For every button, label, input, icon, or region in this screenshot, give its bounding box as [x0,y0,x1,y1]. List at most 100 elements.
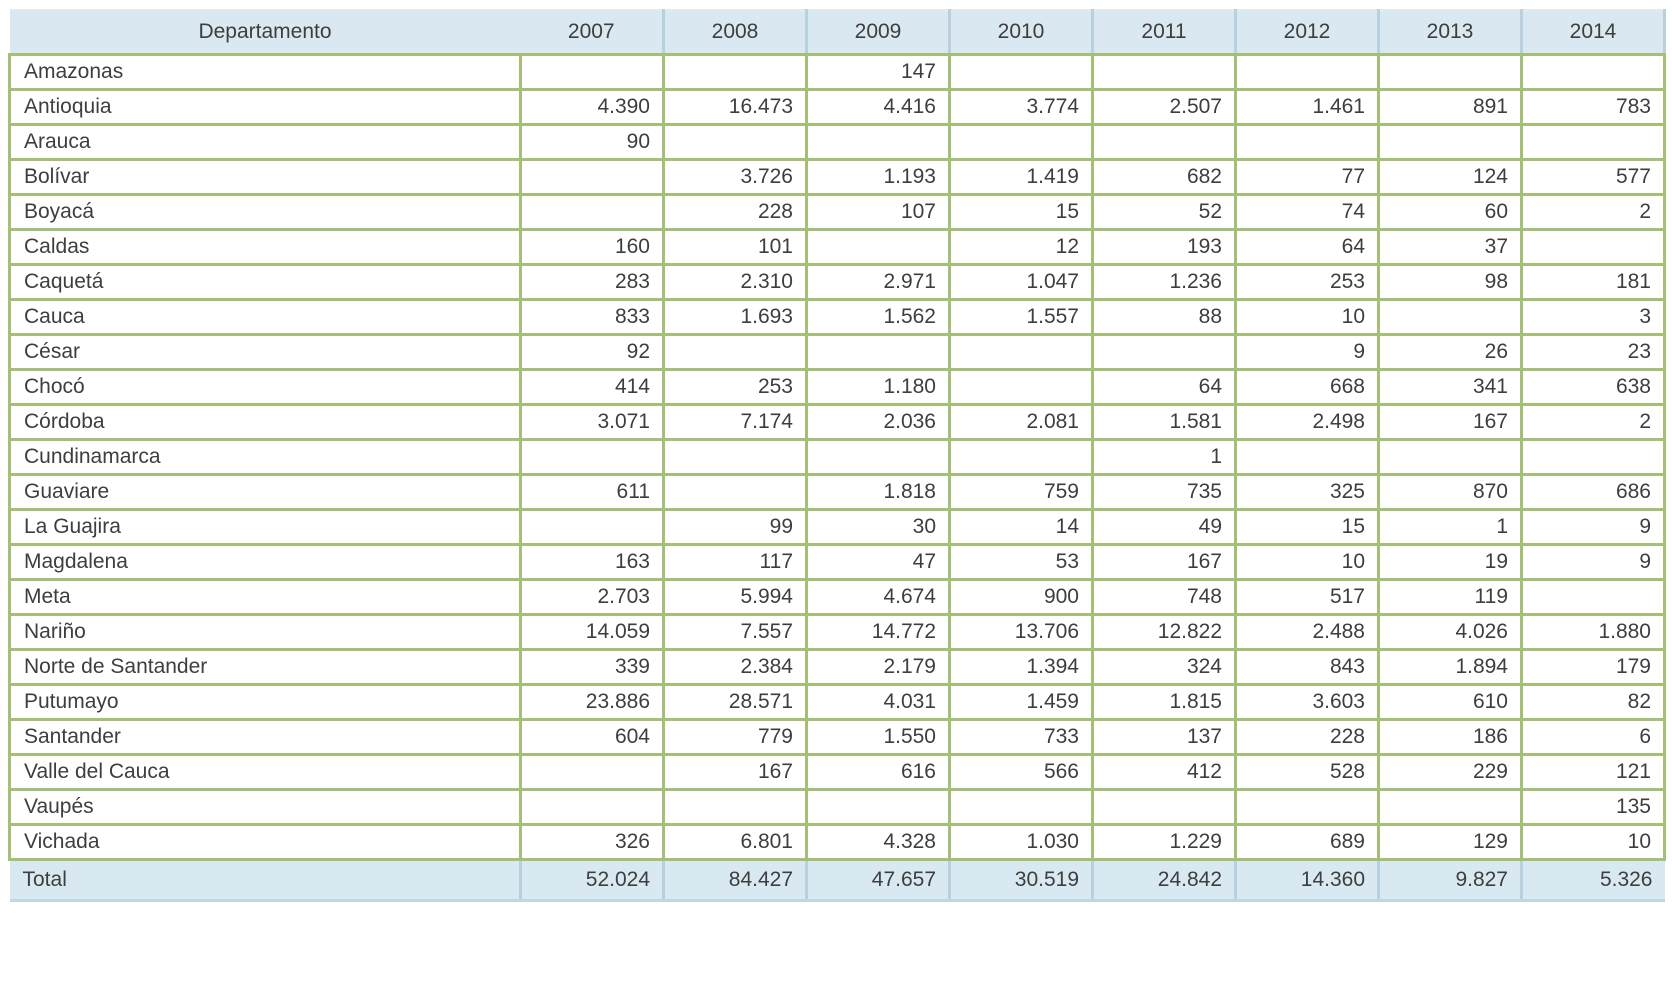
column-header-2012: 2012 [1234,9,1379,56]
value-cell: 3.071 [519,403,665,441]
value-cell: 10 [1234,543,1380,581]
value-cell: 668 [1234,368,1380,406]
table-row: César 92 9 26 23 [8,333,1666,371]
total-value: 52.024 [519,858,664,902]
value-cell: 47 [805,543,951,581]
value-cell [1091,333,1237,371]
value-cell: 1 [1377,508,1523,546]
value-cell [1377,788,1523,826]
value-cell: 341 [1377,368,1523,406]
value-cell: 325 [1234,473,1380,511]
table-row: Magdalena 163 117 47 53 167 10 19 9 [8,543,1666,581]
value-cell: 119 [1377,578,1523,616]
value-cell: 228 [1234,718,1380,756]
department-cell: Amazonas [8,53,522,91]
value-cell: 412 [1091,753,1237,791]
value-cell: 566 [948,753,1094,791]
value-cell: 101 [662,228,808,266]
value-cell: 53 [948,543,1094,581]
department-cell: Caquetá [8,263,522,301]
value-cell: 1.047 [948,263,1094,301]
value-cell: 12 [948,228,1094,266]
value-cell: 577 [1520,158,1666,196]
department-cell: César [8,333,522,371]
department-cell: La Guajira [8,508,522,546]
value-cell: 891 [1377,88,1523,126]
value-cell: 129 [1377,823,1523,861]
value-cell: 1.394 [948,648,1094,686]
value-cell: 107 [805,193,951,231]
value-cell: 1.815 [1091,683,1237,721]
value-cell: 64 [1234,228,1380,266]
value-cell: 253 [662,368,808,406]
value-cell: 117 [662,543,808,581]
column-header-departamento: Departamento [9,9,521,56]
value-cell: 4.390 [519,88,665,126]
total-label: Total [9,858,521,902]
value-cell: 98 [1377,263,1523,301]
value-cell: 167 [1091,543,1237,581]
value-cell: 1.030 [948,823,1094,861]
value-cell: 735 [1091,473,1237,511]
value-cell: 37 [1377,228,1523,266]
table-row: Caquetá 283 2.310 2.971 1.047 1.236 253 98 181 [8,263,1666,301]
value-cell: 9 [1520,508,1666,546]
value-cell: 611 [519,473,665,511]
value-cell: 759 [948,473,1094,511]
value-cell [1377,438,1523,476]
value-cell: 1.459 [948,683,1094,721]
value-cell: 5.994 [662,578,808,616]
value-cell: 324 [1091,648,1237,686]
value-cell [1234,53,1380,91]
value-cell: 4.328 [805,823,951,861]
value-cell: 12.822 [1091,613,1237,651]
table-row: Chocó 414 253 1.180 64 668 341 638 [8,368,1666,406]
value-cell: 610 [1377,683,1523,721]
value-cell: 2.488 [1234,613,1380,651]
value-cell [1234,788,1380,826]
total-value: 30.519 [948,858,1093,902]
department-cell: Santander [8,718,522,756]
table-row: Santander 604 779 1.550 733 137 228 186 6 [8,718,1666,756]
value-cell [519,508,665,546]
value-cell: 253 [1234,263,1380,301]
value-cell: 283 [519,263,665,301]
value-cell [662,438,808,476]
value-cell: 3.603 [1234,683,1380,721]
value-cell: 181 [1520,263,1666,301]
department-cell: Arauca [8,123,522,161]
value-cell [1520,438,1666,476]
department-cell: Vaupés [8,788,522,826]
value-cell [519,193,665,231]
value-cell: 163 [519,543,665,581]
value-cell: 23 [1520,333,1666,371]
value-cell: 339 [519,648,665,686]
table-body: Amazonas 147 Antioquia 4.390 16.473 4.416 3.77… [8,53,1666,861]
table-row: Nariño 14.059 7.557 14.772 13.706 12.822 2.488… [8,613,1666,651]
department-cell: Putumayo [8,683,522,721]
table-row: Vichada 326 6.801 4.328 1.030 1.229 689 129 10 [8,823,1666,861]
table-row: La Guajira 99 30 14 49 15 1 9 [8,508,1666,546]
total-value: 84.427 [662,858,807,902]
department-cell: Caldas [8,228,522,266]
department-cell: Meta [8,578,522,616]
value-cell: 9 [1520,543,1666,581]
value-cell [1091,788,1237,826]
department-cell: Boyacá [8,193,522,231]
value-cell [519,438,665,476]
table-row: Guaviare 611 1.818 759 735 325 870 686 [8,473,1666,511]
value-cell: 1.236 [1091,263,1237,301]
value-cell: 14 [948,508,1094,546]
value-cell: 1 [1091,438,1237,476]
value-cell: 77 [1234,158,1380,196]
value-cell: 2.384 [662,648,808,686]
value-cell: 121 [1520,753,1666,791]
value-cell: 682 [1091,158,1237,196]
value-cell: 26 [1377,333,1523,371]
value-cell: 7.557 [662,613,808,651]
value-cell: 2.498 [1234,403,1380,441]
value-cell: 2.507 [1091,88,1237,126]
value-cell: 229 [1377,753,1523,791]
value-cell: 15 [1234,508,1380,546]
total-value: 5.326 [1520,858,1665,902]
